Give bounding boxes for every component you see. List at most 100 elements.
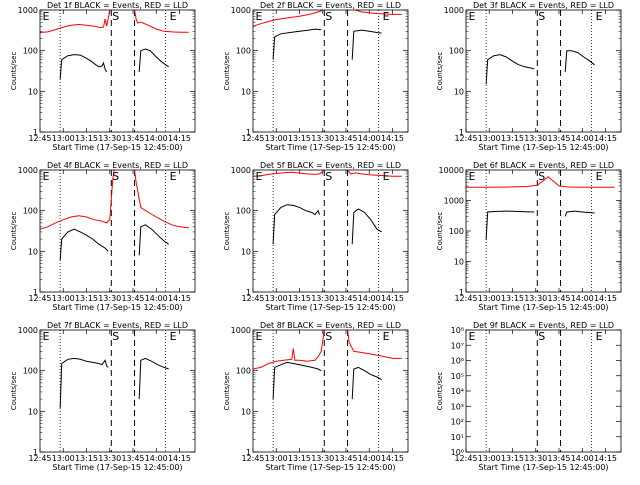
x-axis-label: Start Time (17-Sep-15 12:45:00): [478, 463, 608, 472]
y-tick-label: 10000: [439, 166, 464, 175]
series-events-line: [485, 210, 535, 241]
series-group: [466, 176, 615, 241]
x-axis-label: Start Time (17-Sep-15 12:45:00): [265, 463, 395, 472]
y-tick-label: 1: [33, 128, 38, 137]
x-tick-label: 14:15: [594, 294, 617, 303]
x-tick-label: 13:30: [524, 454, 547, 463]
y-tick-label: 10⁴: [451, 387, 464, 396]
marker-s: S: [538, 330, 545, 343]
x-tick-label: 13:45: [547, 134, 570, 143]
marker-e: E: [43, 170, 50, 183]
series-group: [253, 10, 402, 60]
y-tick-label: 10: [454, 258, 464, 267]
marker-e: E: [596, 170, 603, 183]
y-axis-label: Counts/sec: [223, 212, 231, 251]
y-tick-label: 1000: [18, 326, 38, 335]
x-tick-label: 14:00: [145, 454, 168, 463]
marker-e: E: [256, 10, 263, 23]
x-tick-label: 13:15: [288, 134, 311, 143]
marker-s: S: [112, 170, 119, 183]
x-tick-label: 13:15: [288, 454, 311, 463]
y-tick-label: 1: [459, 128, 464, 137]
panel-title: Det 8f BLACK = Events, RED = LLD: [260, 321, 401, 330]
y-tick-label: 100: [236, 207, 251, 216]
marker-e: E: [383, 10, 390, 23]
marker-e: E: [469, 330, 476, 343]
x-axis-label: Start Time (17-Sep-15 12:45:00): [52, 463, 182, 472]
series-events-line: [138, 357, 169, 400]
series-lld-line: [253, 330, 325, 370]
series-lld-line: [466, 176, 615, 188]
x-tick-label: 13:30: [311, 454, 334, 463]
y-tick-label: 100: [23, 47, 38, 56]
x-tick-label: 13:45: [334, 454, 357, 463]
y-tick-label: 10²: [451, 418, 464, 427]
x-tick-label: 13:30: [524, 294, 547, 303]
series-events-line: [59, 54, 108, 80]
series-events-line: [272, 28, 322, 60]
marker-e: E: [469, 10, 476, 23]
x-tick-label: 14:15: [594, 134, 617, 143]
series-events-line: [564, 210, 595, 217]
x-tick-label: 13:45: [121, 294, 144, 303]
plot-frame: [39, 169, 196, 293]
marker-s: S: [325, 170, 332, 183]
y-tick-label: 10: [28, 247, 38, 256]
x-tick-label: 14:15: [594, 454, 617, 463]
x-tick-label: 13:45: [547, 294, 570, 303]
x-tick-label: 12:45: [454, 134, 477, 143]
y-tick-label: 1000: [444, 6, 464, 15]
x-tick-label: 13:45: [334, 294, 357, 303]
x-tick-label: 13:45: [121, 134, 144, 143]
y-tick-label: 10: [454, 87, 464, 96]
y-tick-label: 10⁸: [451, 326, 464, 335]
plot-frame: [465, 329, 622, 453]
y-tick-label: 10⁰: [451, 448, 464, 457]
marker-e: E: [469, 170, 476, 183]
x-axis-label: Start Time (17-Sep-15 12:45:00): [265, 143, 395, 152]
series-lld-line: [253, 170, 325, 177]
series-events-line: [564, 50, 595, 72]
x-tick-label: 13:15: [75, 134, 98, 143]
y-tick-label: 10⁷: [451, 341, 464, 350]
series-events-line: [59, 357, 109, 409]
y-tick-label: 10: [28, 87, 38, 96]
marker-e: E: [43, 10, 50, 23]
series-group: [40, 10, 189, 80]
y-tick-label: 10⁵: [451, 372, 464, 381]
x-tick-label: 14:00: [358, 294, 381, 303]
series-lld-line: [40, 10, 112, 33]
marker-e: E: [383, 330, 390, 343]
y-tick-label: 100: [236, 47, 251, 56]
y-axis-label: Counts/sec: [223, 52, 231, 91]
y-axis-label: Counts/sec: [10, 212, 18, 251]
series-lld-line: [40, 170, 115, 230]
y-tick-label: 100: [449, 227, 464, 236]
x-tick-label: 12:45: [28, 294, 51, 303]
marker-e: E: [256, 170, 263, 183]
y-tick-label: 1: [246, 128, 251, 137]
y-tick-label: 100: [236, 367, 251, 376]
x-tick-label: 13:00: [478, 454, 501, 463]
x-tick-label: 14:15: [168, 454, 191, 463]
y-tick-label: 10: [241, 87, 251, 96]
x-tick-label: 14:00: [358, 134, 381, 143]
y-axis-label: Counts/sec: [436, 52, 444, 91]
panel-title: Det 3f BLACK = Events, RED = LLD: [473, 1, 614, 10]
y-tick-label: 10³: [451, 402, 464, 411]
series-events-line: [59, 228, 109, 261]
y-tick-label: 1000: [444, 197, 464, 206]
x-tick-label: 13:30: [98, 454, 121, 463]
x-tick-label: 13:30: [311, 134, 334, 143]
y-tick-label: 10: [241, 407, 251, 416]
x-tick-label: 14:00: [145, 134, 168, 143]
y-axis-label: Counts/sec: [10, 372, 18, 411]
x-tick-label: 13:00: [265, 454, 288, 463]
x-tick-label: 13:00: [478, 134, 501, 143]
